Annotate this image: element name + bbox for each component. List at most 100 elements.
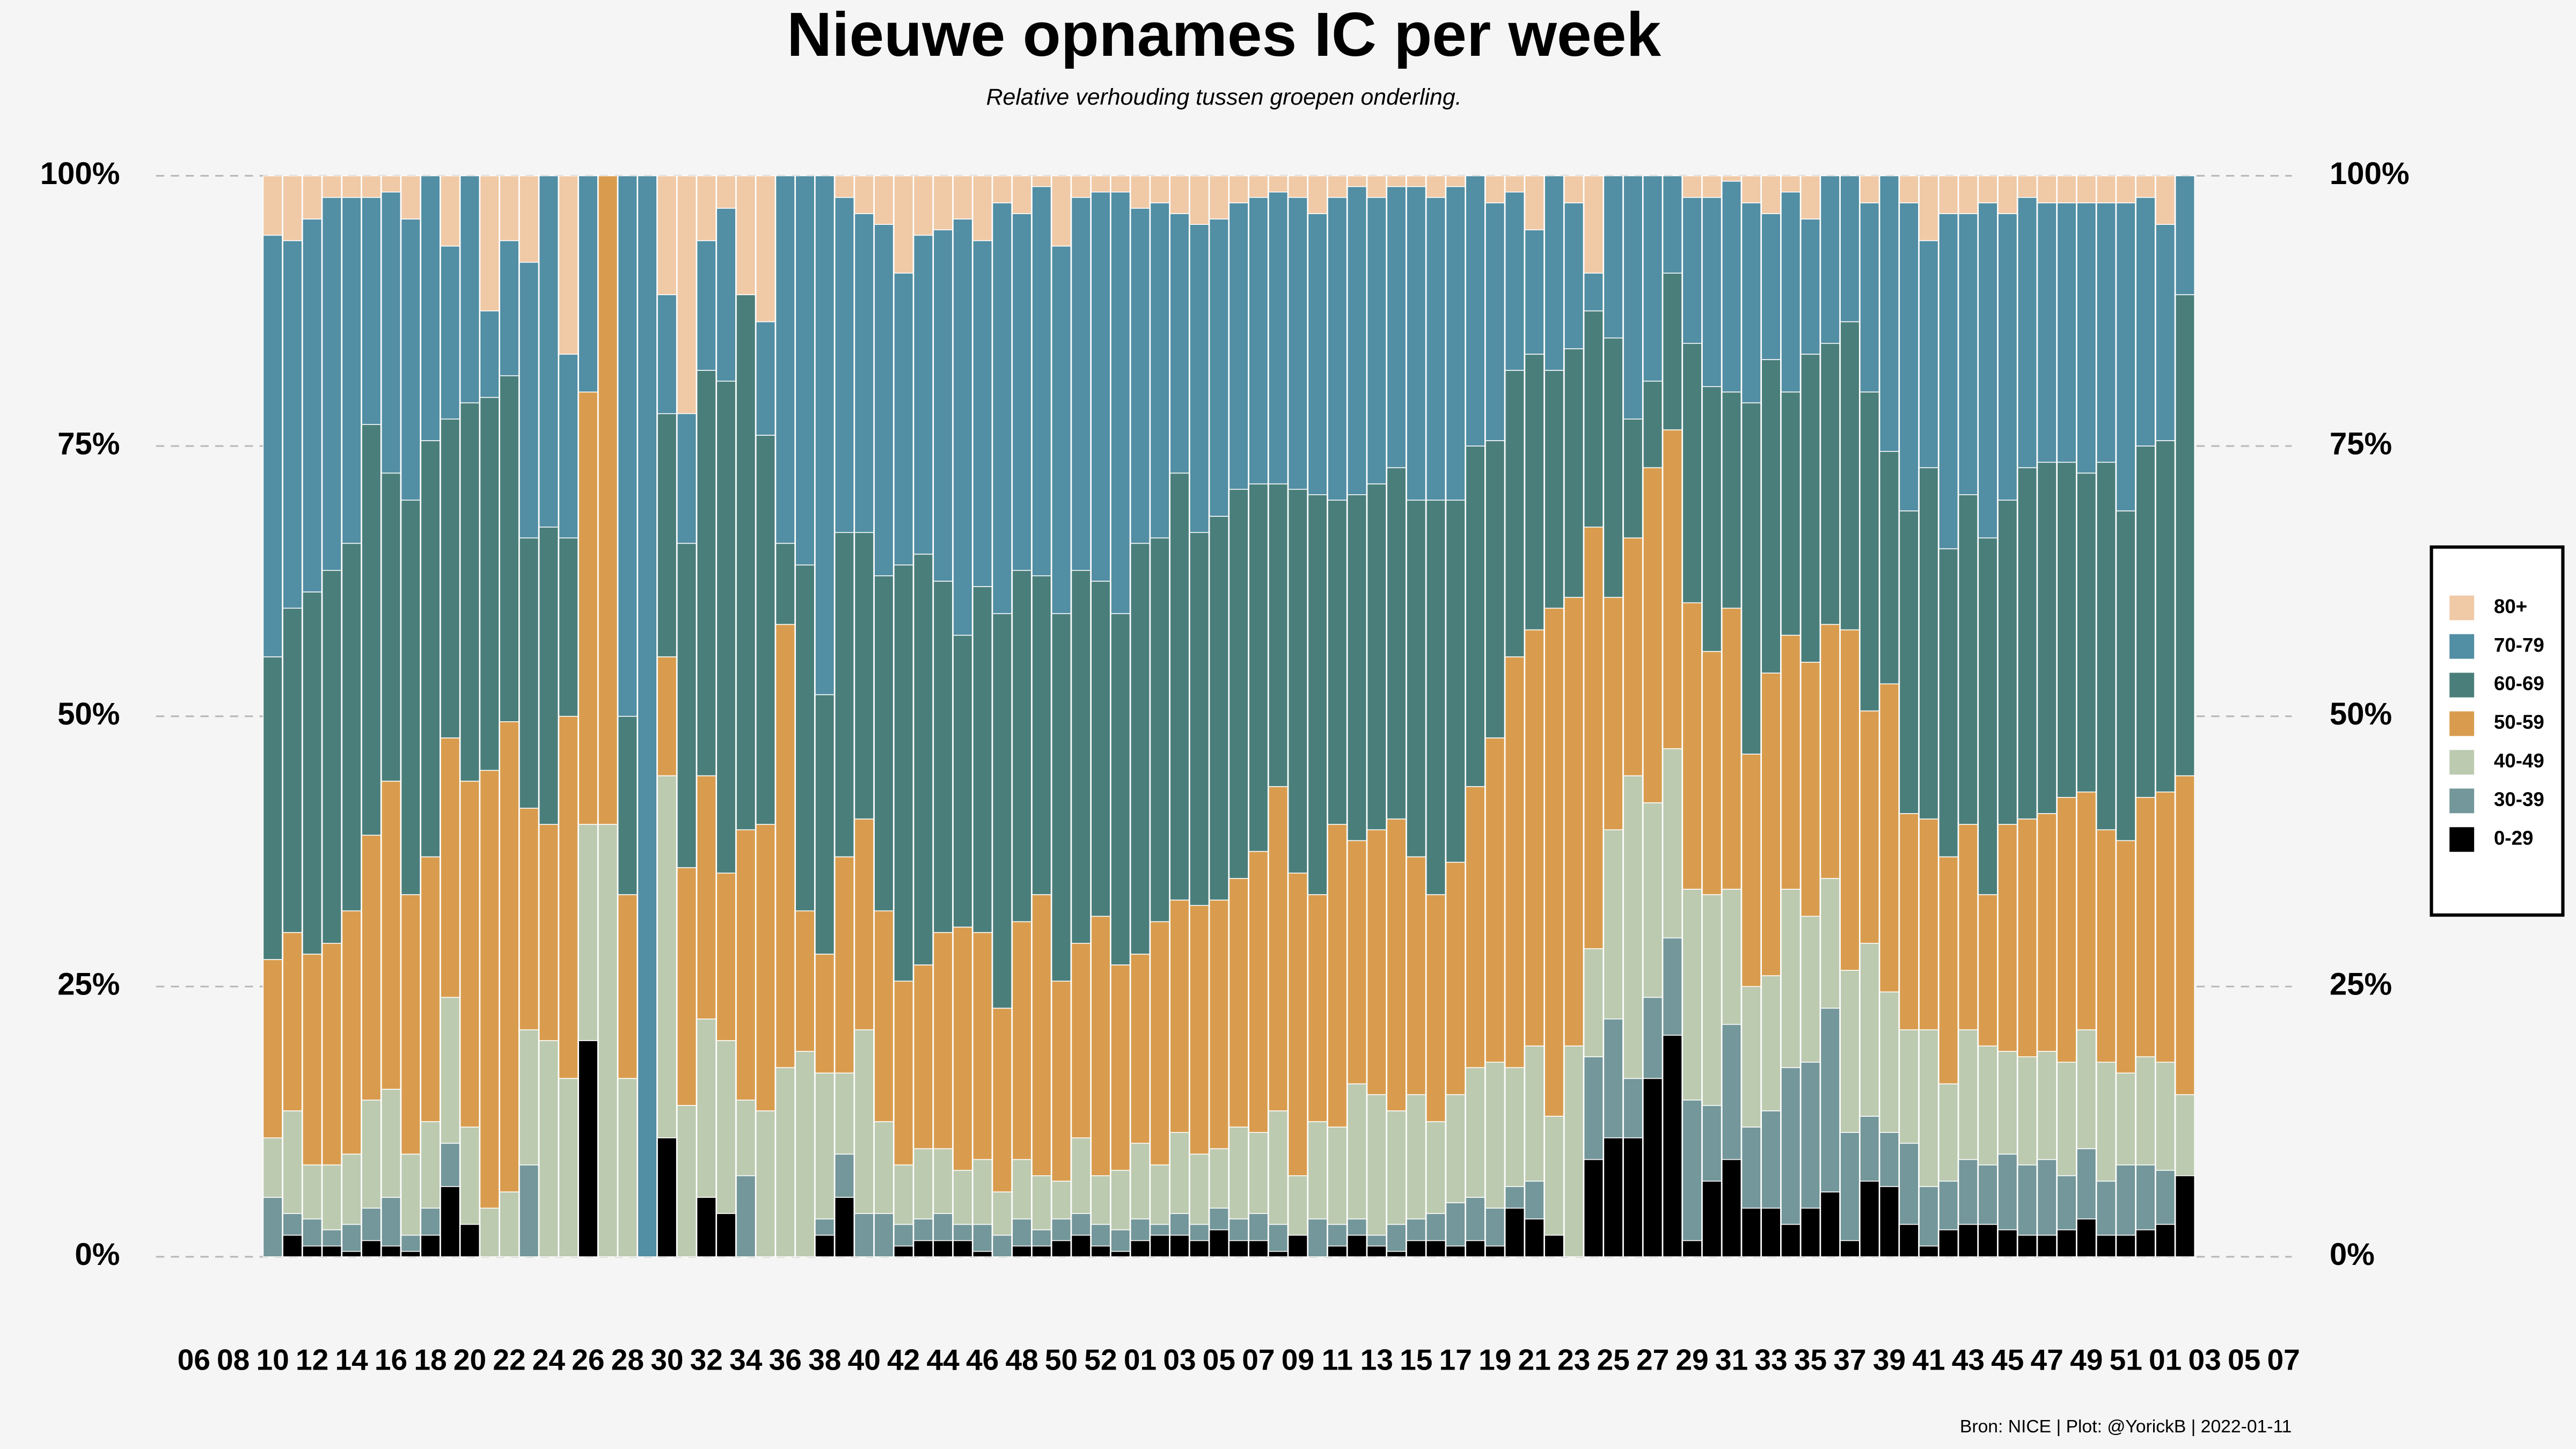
bar-segment bbox=[1682, 889, 1702, 1101]
bar-segment bbox=[1465, 786, 1485, 1069]
bar-segment bbox=[834, 1153, 854, 1198]
bar-segment bbox=[440, 997, 460, 1144]
bar-segment bbox=[1662, 429, 1682, 749]
bar-segment bbox=[1820, 1007, 1840, 1192]
bar-segment bbox=[381, 1245, 401, 1257]
bar-segment bbox=[2135, 1229, 2156, 1257]
bar-segment bbox=[400, 500, 421, 895]
bar-segment bbox=[1051, 1240, 1072, 1257]
bar-segment bbox=[1071, 175, 1091, 198]
bar-segment bbox=[756, 321, 776, 436]
bar-segment bbox=[1682, 1100, 1702, 1241]
bar-segment bbox=[262, 959, 283, 1139]
bar-segment bbox=[913, 175, 933, 236]
bar-segment bbox=[716, 1040, 736, 1214]
bar-segment bbox=[1938, 1229, 1959, 1257]
bar-segment bbox=[1761, 975, 1781, 1111]
bar-segment bbox=[854, 1213, 874, 1257]
bar-segment bbox=[282, 932, 303, 1111]
bar-segment bbox=[1366, 829, 1387, 1095]
chart-title: Nieuwe opnames IC per week bbox=[787, 0, 1661, 69]
bar-segment bbox=[1978, 175, 1998, 203]
bar-segment bbox=[1012, 921, 1032, 1160]
x-tick-label: 10 bbox=[257, 1343, 289, 1376]
bar-segment bbox=[795, 564, 815, 912]
bar-segment bbox=[1169, 213, 1190, 474]
bar-segment bbox=[2175, 1175, 2195, 1257]
bar-segment bbox=[716, 872, 736, 1041]
bar-segment bbox=[657, 175, 677, 295]
bar-segment bbox=[420, 1234, 441, 1257]
bar-segment bbox=[1091, 1224, 1111, 1247]
bar-segment bbox=[1051, 980, 1072, 1182]
x-tick-label: 05 bbox=[2228, 1343, 2260, 1376]
bar-segment bbox=[2155, 1062, 2176, 1171]
bar-segment bbox=[1228, 488, 1249, 879]
bar-segment bbox=[874, 224, 894, 576]
bar-segment bbox=[1110, 1169, 1131, 1231]
bar-segment bbox=[1209, 1208, 1229, 1231]
bar-segment bbox=[617, 715, 638, 895]
y2-tick-label: 0% bbox=[2330, 1237, 2375, 1272]
bar-segment bbox=[1485, 1245, 1505, 1257]
bar-segment bbox=[1150, 1224, 1170, 1236]
bar-segment bbox=[2037, 202, 2057, 463]
bar-segment bbox=[519, 175, 539, 263]
bar-segment bbox=[1524, 175, 1545, 231]
bar-segment bbox=[361, 1208, 382, 1241]
bar-segment bbox=[420, 440, 441, 858]
bar-segment bbox=[1091, 1245, 1111, 1257]
bar-segment bbox=[459, 1126, 480, 1225]
bar-segment bbox=[1860, 1116, 1880, 1182]
bar-segment bbox=[1800, 1062, 1820, 1209]
bar-segment bbox=[1406, 500, 1426, 858]
x-tick-label: 06 bbox=[178, 1343, 210, 1376]
bar-segment bbox=[1485, 1208, 1505, 1247]
bar-segment bbox=[1997, 824, 2018, 1052]
bar-segment bbox=[420, 856, 441, 1122]
x-tick-label: 27 bbox=[1636, 1343, 1669, 1376]
bar-segment bbox=[1958, 175, 1978, 214]
bar-segment bbox=[1800, 1208, 1820, 1257]
bar-segment bbox=[361, 1100, 382, 1209]
bar-segment bbox=[2135, 197, 2156, 447]
bar-segment bbox=[2175, 294, 2195, 777]
bar-segment bbox=[1722, 1159, 1742, 1257]
bar-segment bbox=[913, 235, 933, 555]
bar-segment bbox=[1307, 1218, 1328, 1257]
bar-segment bbox=[1682, 602, 1702, 890]
bar-segment bbox=[1287, 488, 1308, 874]
bar-segment bbox=[1978, 1164, 1998, 1225]
bar-segment bbox=[1012, 570, 1032, 923]
bar-segment bbox=[1209, 218, 1229, 517]
bar-segment bbox=[992, 613, 1012, 1009]
bar-segment bbox=[2135, 1056, 2156, 1166]
x-tick-label: 47 bbox=[2031, 1343, 2063, 1376]
bar-segment bbox=[479, 175, 500, 312]
bar-segment bbox=[1623, 175, 1643, 420]
bar-segment bbox=[1110, 964, 1131, 1171]
bar-segment bbox=[1544, 1234, 1564, 1257]
bar-segment bbox=[2135, 175, 2156, 198]
bar-segment bbox=[361, 175, 382, 198]
bar-segment bbox=[1544, 175, 1564, 371]
bar-segment bbox=[1938, 548, 1959, 858]
bar-segment bbox=[1623, 1137, 1643, 1257]
bar-segment bbox=[1919, 175, 1939, 241]
bar-segment bbox=[1623, 419, 1643, 539]
bar-segment bbox=[1485, 175, 1505, 203]
bar-segment bbox=[1347, 186, 1367, 495]
x-tick-label: 01 bbox=[1124, 1343, 1157, 1376]
bar-segment bbox=[2096, 1234, 2117, 1257]
bar-segment bbox=[1485, 440, 1505, 738]
x-tick-label: 26 bbox=[572, 1343, 604, 1376]
bar-segment bbox=[1781, 889, 1801, 1069]
bar-segment bbox=[1702, 651, 1722, 895]
bar-segment bbox=[1860, 710, 1880, 944]
bar-segment bbox=[972, 240, 993, 587]
bar-segment bbox=[1997, 1153, 2018, 1231]
bar-segment bbox=[1583, 175, 1604, 274]
bar-segment bbox=[1287, 1175, 1308, 1236]
bar-segment bbox=[420, 1121, 441, 1209]
